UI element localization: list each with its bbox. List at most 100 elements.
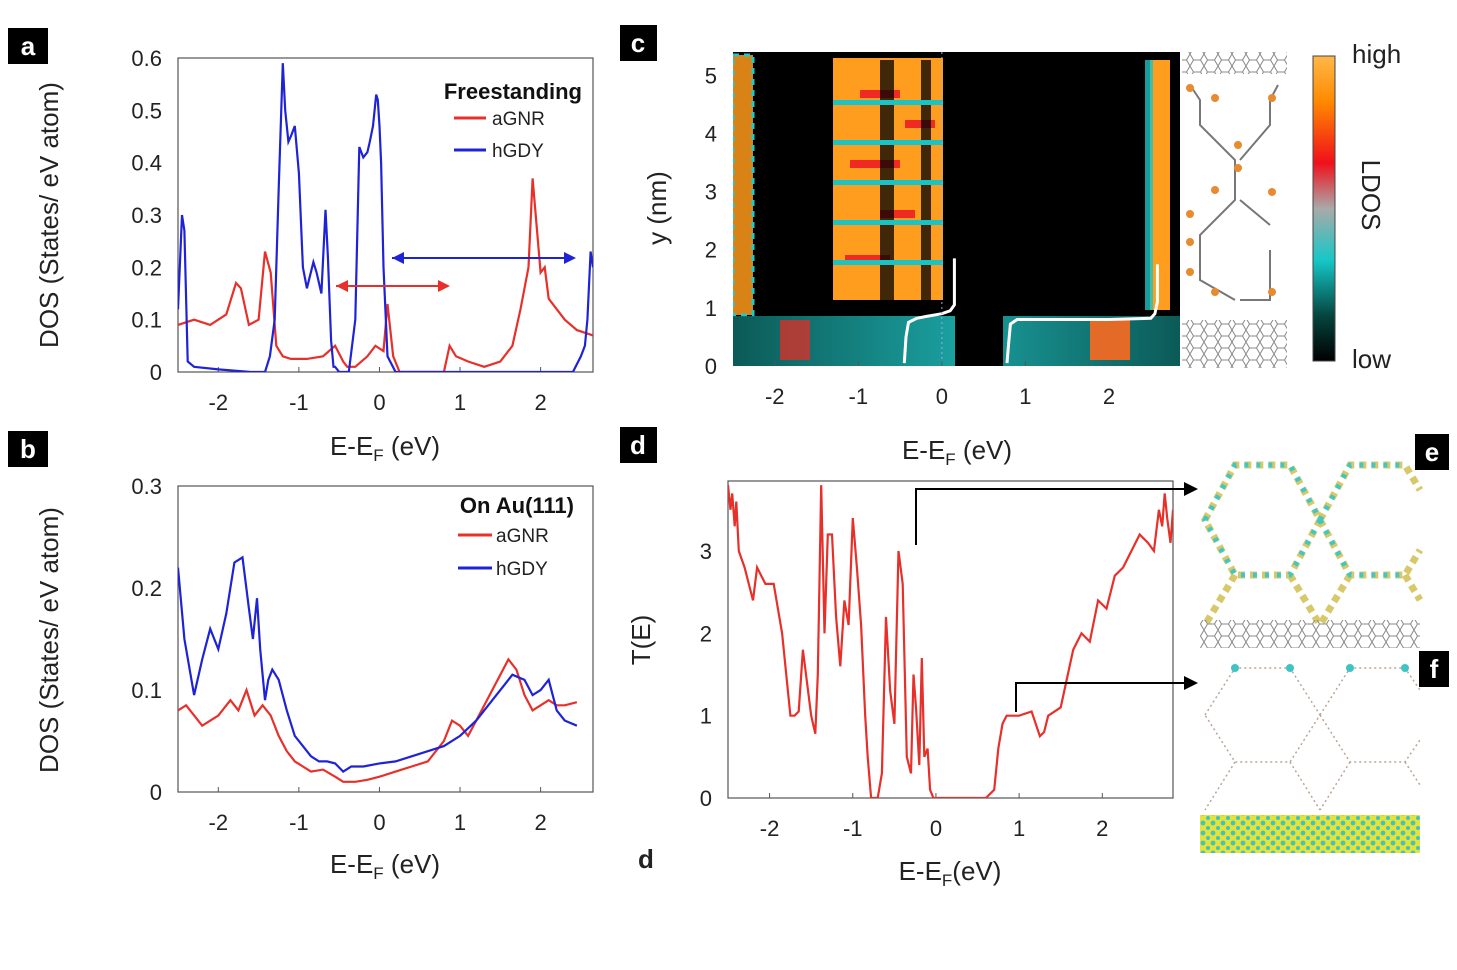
panel-a-xtick-label: 1 <box>454 390 466 415</box>
panel-c-colorbar-high: high <box>1352 39 1401 69</box>
panel-c-ytick-label: 5 <box>705 63 717 88</box>
panel-a-yticks: 0 0.1 0.2 0.3 0.4 0.5 0.6 <box>131 46 162 385</box>
panel-f-structure <box>1200 664 1421 853</box>
panel-d-xtick-label: 1 <box>1013 816 1025 841</box>
panel-d-yticks: 0 1 2 3 <box>700 539 712 811</box>
panel-a-legend-hgdy: hGDY <box>492 141 544 162</box>
panel-c-colorbar <box>1312 55 1336 362</box>
panel-c-ytick-label: 3 <box>705 180 717 205</box>
panel-a-xtick-label: -1 <box>289 390 309 415</box>
panel-c-label: c <box>631 28 645 58</box>
panel-d-ytick-label: 2 <box>700 621 712 646</box>
panel-a: a 0 0.1 0.2 0.3 0.4 0.5 0.6 -2 -1 0 1 2 Freestandi… <box>8 28 594 465</box>
panel-d-xtick-label: 0 <box>930 816 942 841</box>
panel-c-xtick-label: 0 <box>936 384 948 409</box>
panel-b-series-agnr <box>178 657 578 783</box>
panel-a-ytick-label: 0.2 <box>131 255 162 280</box>
panel-d-arrowhead-e <box>1184 482 1198 496</box>
panel-b: b 0 0.1 0.2 0.3 -2 -1 0 1 2 On Au(111) aGNR hGD… <box>8 431 594 883</box>
panel-c-band-edge-valence <box>902 258 956 364</box>
panel-c-yticks: 0 1 2 3 4 5 <box>705 63 717 379</box>
panel-b-xtick-label: 2 <box>534 810 546 835</box>
panel-c-colorbar-label: LDOS <box>1356 160 1386 231</box>
panel-b-xlabel: E-EF (eV) <box>330 849 440 883</box>
panel-b-ylabel: DOS (States/ eV atom) <box>34 507 64 773</box>
panel-a-ytick-label: 0.5 <box>131 98 162 123</box>
panel-b-ytick-label: 0 <box>150 780 162 805</box>
panel-c-xtick-label: 1 <box>1019 384 1031 409</box>
panel-c-ytick-label: 0 <box>705 354 717 379</box>
panel-a-xtick-label: 0 <box>373 390 385 415</box>
panel-c-ytick-label: 1 <box>705 296 717 321</box>
panel-a-ytick-label: 0.3 <box>131 203 162 228</box>
panel-a-gap-arrow-agnr <box>336 280 450 292</box>
panel-b-series-hgdy <box>178 555 578 774</box>
panel-c-badge <box>620 25 657 61</box>
panel-c-xticks: -2 -1 0 1 2 <box>765 361 1115 409</box>
panel-a-xtick-label: 2 <box>534 390 546 415</box>
panel-a-ytick-label: 0.4 <box>131 151 162 176</box>
panel-d-ylabel: T(E) <box>626 615 656 666</box>
panel-b-badge <box>8 431 48 467</box>
panel-d-xticks: -2 -1 0 1 2 <box>760 793 1108 841</box>
panel-d-frame <box>727 480 1174 799</box>
panel-a-ylabel: DOS (States/ eV atom) <box>34 82 64 348</box>
panel-a-legend-title: Freestanding <box>444 79 582 104</box>
panel-b-xtick-label: -1 <box>289 810 309 835</box>
panel-a-ytick-label: 0.1 <box>131 308 162 333</box>
panel-a-gap-arrow-hgdy <box>392 252 576 264</box>
panel-f: f <box>1200 651 1449 853</box>
panel-a-label: a <box>21 31 36 61</box>
panel-e-label: e <box>1425 437 1439 467</box>
panel-c-ytick-label: 2 <box>705 238 717 263</box>
panel-a-ytick-label: 0.6 <box>131 46 162 71</box>
panel-d-series-transmission <box>728 484 1173 798</box>
panel-c-ylabel: y (nm) <box>642 171 672 245</box>
panel-c-heatmap <box>733 52 1180 366</box>
panel-c-structure <box>1182 52 1287 368</box>
panel-d: d 0 1 2 3 -2 -1 0 1 2 T(E) E-EF(eV) d <box>620 427 1198 890</box>
panel-b-xticks: -2 -1 0 1 2 <box>209 787 547 835</box>
panel-a-xlabel: E-EF (eV) <box>330 431 440 465</box>
panel-a-xticks: -2 -1 0 1 2 <box>209 367 547 415</box>
panel-c-xtick-label: 2 <box>1103 384 1115 409</box>
panel-c: c <box>620 25 1401 469</box>
panel-b-xtick-label: -2 <box>209 810 229 835</box>
panel-c-xtick-label: -2 <box>765 384 785 409</box>
panel-b-ytick-label: 0.2 <box>131 576 162 601</box>
panel-e: e <box>1200 434 1449 648</box>
panel-e-badge <box>1415 434 1449 470</box>
panel-d-badge <box>620 427 657 463</box>
panel-d-xtick-label: -2 <box>760 816 780 841</box>
panel-d-xtick-label: -1 <box>843 816 863 841</box>
panel-d-xlabel: E-EF(eV) <box>899 856 1002 890</box>
panel-c-xlabel: E-EF (eV) <box>902 435 1012 469</box>
panel-b-ytick-label: 0.1 <box>131 678 162 703</box>
panel-b-legend-title: On Au(111) <box>460 493 574 518</box>
panel-d-arrow-to-f <box>1015 682 1185 712</box>
panel-c-band-edge-conduction <box>1005 264 1159 364</box>
panel-a-series-hgdy <box>178 63 593 372</box>
panel-f-label: f <box>1430 654 1439 684</box>
panel-a-series-agnr <box>178 178 593 372</box>
panel-b-xtick-label: 0 <box>373 810 385 835</box>
panel-d-xtick-label: 2 <box>1096 816 1108 841</box>
panel-d-ytick-label: 0 <box>700 786 712 811</box>
panel-e-structure <box>1200 461 1424 648</box>
panel-b-xtick-label: 1 <box>454 810 466 835</box>
panel-b-ytick-label: 0.3 <box>131 474 162 499</box>
panel-a-badge <box>8 28 48 64</box>
panel-d-ytick-label: 1 <box>700 704 712 729</box>
panel-b-label: b <box>20 434 36 464</box>
panel-d-label: d <box>630 430 646 460</box>
panel-a-ytick-label: 0 <box>150 360 162 385</box>
panel-d-arrow-to-e <box>915 488 1185 545</box>
panel-a-legend-agnr: aGNR <box>492 109 545 130</box>
panel-a-xtick-label: -2 <box>209 390 229 415</box>
panel-f-badge <box>1419 651 1449 687</box>
panel-d-arrowhead-f <box>1184 676 1198 690</box>
panel-c-colorbar-low: low <box>1352 344 1391 374</box>
panel-c-ytick-label: 4 <box>705 121 717 146</box>
panel-b-legend-agnr: aGNR <box>496 526 549 547</box>
